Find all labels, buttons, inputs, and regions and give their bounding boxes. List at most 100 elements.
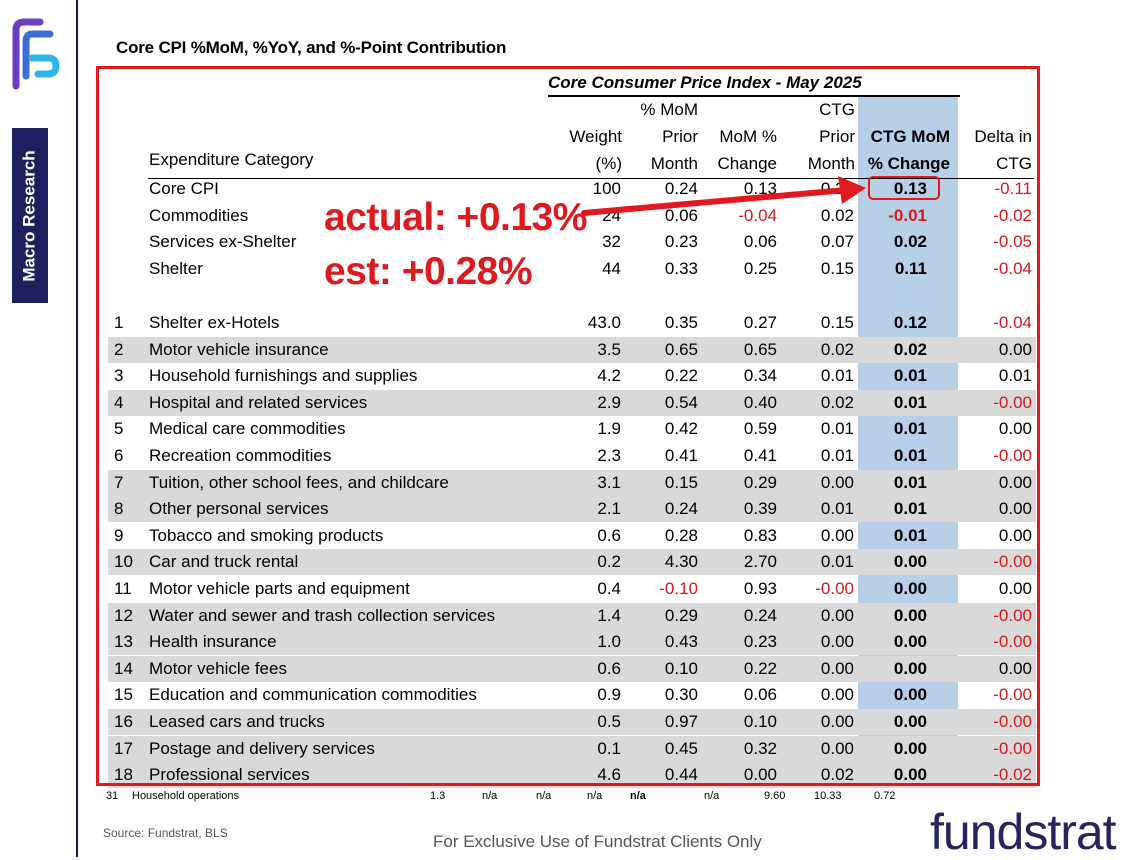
row-ctg-prior: 0.00 (820, 712, 854, 731)
row-ctg-mom: 0.02 (893, 339, 927, 359)
row-ctg-mom: 0.00 (893, 765, 927, 785)
row-mom-change: 0.22 (743, 658, 777, 678)
row-ctg-prior: 0.00 (820, 685, 854, 705)
row-category: Services ex-Shelter (149, 232, 297, 252)
header-ctg-prior: CTG Prior Month (807, 100, 855, 173)
row-ctg-prior: 0.00 (820, 525, 854, 545)
row-prior-month: 4.30 (664, 552, 698, 572)
row-category: Education and communication commodities (149, 685, 477, 705)
row-weight: 0.6 (597, 658, 621, 678)
row-number: 6 (114, 446, 124, 465)
row-mom-change: 0.32 (743, 738, 777, 758)
row-number: 14 (114, 658, 133, 678)
row-ctg-prior: 0.02 (820, 765, 854, 785)
row-delta-ctg: -0.00 (993, 738, 1032, 758)
row-weight: 100 (592, 179, 621, 198)
table-row: 12 Water and sewer and trash collection s… (108, 602, 1036, 629)
row-category: Tobacco and smoking products (149, 525, 384, 545)
row-category: Household furnishings and supplies (149, 366, 418, 386)
row-ctg-prior: 0.15 (820, 313, 854, 332)
row-category: Motor vehicle insurance (149, 339, 329, 359)
row-category: Other personal services (149, 499, 329, 519)
row-category: Shelter ex-Hotels (149, 313, 280, 332)
row-ctg-mom: -0.01 (888, 205, 927, 225)
row-ctg-mom: 0.01 (893, 499, 927, 519)
row-prior-month: 0.42 (664, 419, 698, 439)
row-weight: 43.0 (587, 313, 621, 332)
row-prior-month: 0.22 (664, 366, 698, 386)
partial-row-cell: n/a (536, 790, 552, 802)
table-row: 1 Shelter ex-Hotels 43.0 0.35 0.27 0.15 0.12 -0… (108, 310, 1036, 336)
row-prior-month: 0.65 (664, 339, 698, 359)
row-delta-ctg: -0.00 (993, 632, 1032, 652)
row-number: 17 (114, 738, 133, 758)
row-mom-change: 0.29 (743, 472, 777, 492)
partial-row-cell: n/a (482, 790, 498, 802)
row-ctg-prior: 0.15 (820, 259, 854, 279)
table-row: 2 Motor vehicle insurance 3.5 0.65 0.65 0.02 0… (108, 336, 1036, 363)
table-row: 9 Tobacco and smoking products 0.6 0.28 0.83… (108, 523, 1036, 549)
row-ctg-prior: 0.02 (820, 339, 854, 359)
row-prior-month: 0.10 (664, 658, 698, 678)
row-ctg-mom: 0.01 (893, 525, 927, 545)
row-delta-ctg: -0.04 (993, 313, 1032, 332)
row-mom-change: 0.23 (743, 632, 777, 652)
row-prior-month: 0.41 (664, 446, 698, 465)
row-delta-ctg: -0.00 (993, 392, 1032, 412)
row-category: Postage and delivery services (149, 738, 375, 758)
partial-row-cell: 10.33 (814, 790, 842, 802)
page-title: Core CPI %MoM, %YoY, and %-Point Contrib… (116, 38, 507, 57)
row-ctg-mom: 0.00 (893, 552, 927, 572)
row-ctg-prior: 0.00 (820, 605, 854, 625)
row-ctg-mom: 0.00 (893, 712, 927, 731)
row-category: Motor vehicle parts and equipment (149, 579, 410, 598)
row-weight: 44 (602, 259, 621, 279)
row-prior-month: 0.15 (664, 472, 698, 492)
row-number: 2 (114, 339, 124, 359)
row-category: Leased cars and trucks (149, 712, 325, 731)
table-row: 13 Health insurance 1.0 0.43 0.23 0.00 0.00 -0.… (108, 629, 1036, 656)
row-category: Commodities (149, 205, 249, 225)
row-ctg-mom: 0.01 (893, 446, 927, 465)
table-row: 8 Other personal services 2.1 0.24 0.39 0.01 0… (108, 496, 1036, 523)
row-weight: 4.6 (597, 765, 621, 785)
row-mom-change: 0.93 (743, 579, 777, 598)
row-mom-change: 0.25 (743, 259, 777, 279)
row-prior-month: 0.24 (664, 179, 698, 198)
row-delta-ctg: -0.02 (993, 205, 1032, 225)
row-weight: 1.0 (597, 632, 621, 652)
row-mom-change: 0.41 (743, 446, 777, 465)
table-row: Commodities 24 0.06 -0.04 0.02 -0.01 -0.02 (108, 203, 1036, 229)
table-row: 16 Leased cars and trucks 0.5 0.97 0.10 0.00 0… (108, 709, 1036, 735)
sidebar-divider (76, 0, 78, 857)
core-cpi-ctg-circle (868, 176, 940, 200)
header-prior-month: % MoM Prior Month (640, 100, 698, 173)
row-mom-change: 0.10 (743, 712, 777, 731)
row-ctg-prior: 0.07 (820, 232, 854, 252)
partial-row-cell: n/a (630, 790, 646, 802)
header-delta-ctg: Delta in CTG (974, 127, 1032, 173)
row-weight: 0.5 (597, 712, 621, 731)
row-ctg-mom: 0.00 (893, 632, 927, 652)
row-ctg-prior: 0.00 (820, 738, 854, 758)
row-number: 12 (114, 605, 133, 625)
row-prior-month: 0.35 (664, 313, 698, 332)
row-category: Car and truck rental (149, 552, 299, 572)
header-divider (148, 178, 1034, 179)
header-ctg-mom: CTG MoM% Change (867, 127, 950, 173)
row-mom-change: -0.04 (738, 205, 777, 225)
table-row: Services ex-Shelter 32 0.23 0.06 0.07 0.02 -0.… (108, 229, 1036, 255)
row-ctg-mom: 0.00 (893, 605, 927, 625)
table-row: 17 Postage and delivery services 0.1 0.45 0.… (108, 735, 1036, 762)
row-ctg-prior: 0.02 (820, 205, 854, 225)
row-prior-month: -0.10 (659, 579, 698, 598)
row-mom-change: 0.59 (743, 419, 777, 439)
partial-row-household-operations: 31 Household operations 1.3 n/a n/a n/a … (100, 789, 900, 803)
table-row: 10 Car and truck rental 0.2 4.30 2.70 0.01 0.0… (108, 549, 1036, 576)
row-number: 7 (114, 472, 124, 492)
row-delta-ctg: 0.01 (998, 366, 1032, 386)
row-mom-change: 0.83 (743, 525, 777, 545)
table-row: 14 Motor vehicle fees 0.6 0.10 0.22 0.00 0.00 0… (108, 655, 1036, 682)
row-prior-month: 0.45 (664, 738, 698, 758)
